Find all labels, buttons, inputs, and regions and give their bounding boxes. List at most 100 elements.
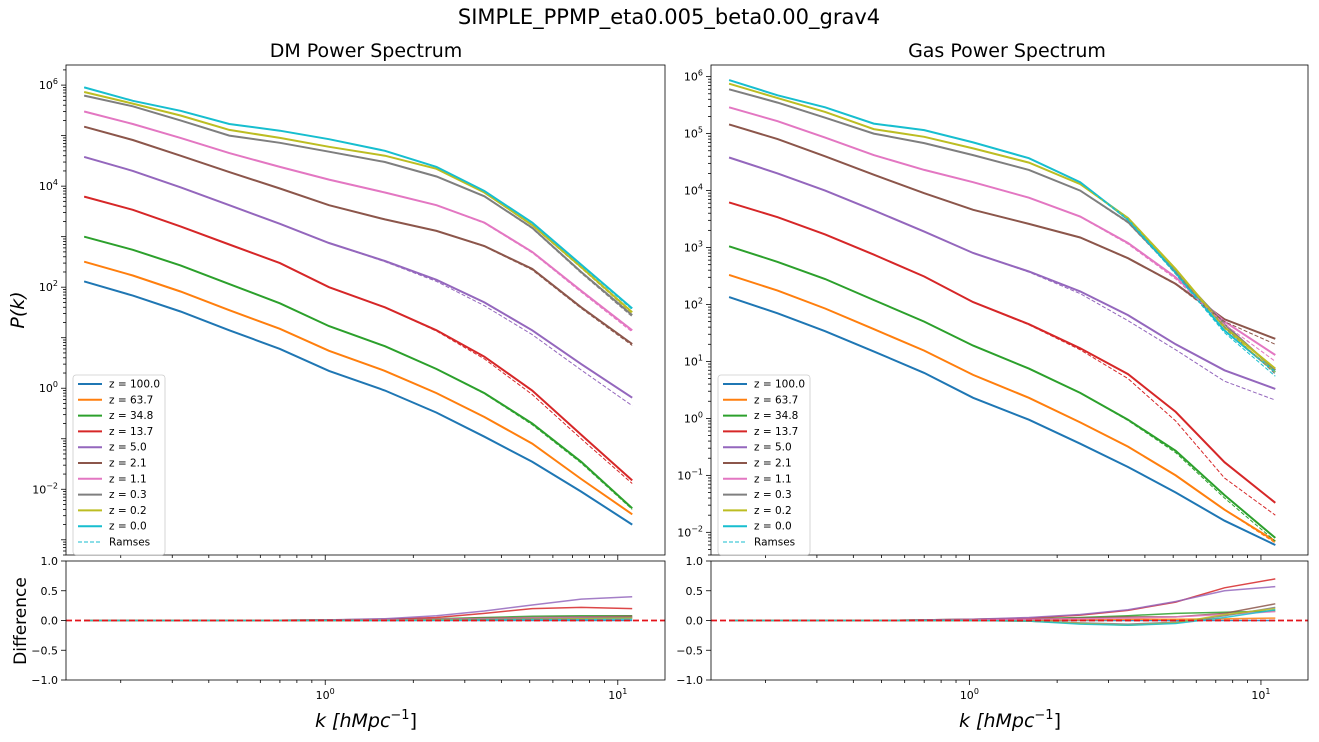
tick-exponent: 2 [53, 279, 58, 288]
tick-exponent: 4 [53, 178, 58, 187]
legend-entry-ramses: Ramses [109, 537, 150, 549]
y-tick-label: 1.0 [41, 555, 59, 568]
gas-y-ticks [706, 76, 711, 556]
series-line [83, 260, 633, 516]
series-line [728, 296, 1276, 546]
tick-exponent: 6 [698, 69, 703, 78]
legend-entry: z = 0.2 [109, 505, 147, 517]
ramses-line [84, 236, 633, 510]
right-x-axis-label: k [hMpc−1] [959, 708, 1061, 732]
series-line [83, 125, 633, 345]
right-x-axis-label-sup: −1 [1034, 708, 1053, 723]
series-line [728, 106, 1276, 356]
legend-entry: z = 2.1 [754, 458, 792, 470]
y-tick-label: 1.0 [686, 555, 704, 568]
y-tick-label: 0.5 [686, 585, 704, 598]
ramses-line [728, 88, 1276, 375]
series-line [83, 280, 633, 526]
gas-diff-x-ticks [765, 680, 1262, 685]
y-tick-label: 0.0 [686, 615, 704, 628]
legend-entry: z = 63.7 [754, 394, 798, 406]
left-x-axis-label-main: k [hMpc [315, 710, 391, 732]
difference-line [729, 578, 1276, 622]
ramses-line [728, 245, 1276, 542]
tick-exponent: −2 [691, 524, 703, 533]
gas-diff-frame [710, 560, 1309, 681]
ramses-line [728, 83, 1276, 373]
dm-lines [83, 86, 633, 526]
right-panel-title: Gas Power Spectrum [908, 40, 1106, 62]
legend-entry: z = 5.0 [754, 442, 792, 454]
legend-entry: z = 0.2 [754, 505, 792, 517]
y-tick-label: 105 [684, 126, 703, 141]
y-tick-label: 10−2 [677, 524, 703, 539]
tick-exponent: 1 [622, 687, 627, 696]
gas-main-frame [710, 64, 1309, 556]
gas-legend: z = 100.0 z = 63.7 z = 34.8 z = 13.7 z = 5.0… [717, 374, 811, 556]
dm-y-ticks [61, 69, 66, 556]
y-tick-label: −0.5 [676, 644, 703, 657]
gas-difference: 1.0 0.5 0.0 −0.5 −1.0 [676, 555, 1309, 687]
y-axis-label-main: P(k) [7, 291, 29, 328]
tick-exponent: 4 [698, 183, 703, 192]
legend-entry: z = 100.0 [754, 379, 805, 391]
ramses-line [728, 106, 1276, 362]
ramses-line [84, 196, 633, 484]
legend-entry: z = 100.0 [109, 379, 160, 391]
dm-main-frame [65, 64, 666, 556]
series-line [83, 91, 633, 313]
y-tick-label: 103 [684, 240, 703, 255]
gas-main-x-ticks [765, 555, 1262, 560]
dm-diff-frame [65, 560, 666, 681]
y-tick-label: 104 [684, 183, 703, 198]
series-line [83, 86, 633, 310]
series-line [728, 79, 1276, 373]
x-tick-label: 100 [316, 687, 335, 702]
tick-exponent: 6 [53, 77, 58, 86]
left-panel-title: DM Power Spectrum [270, 40, 463, 62]
legend-entry: z = 0.3 [109, 489, 147, 501]
tick-exponent: 1 [698, 353, 703, 362]
x-tick-label: 101 [608, 687, 627, 702]
ramses-line [84, 91, 633, 314]
tick-exponent: 0 [974, 687, 979, 696]
series-line [83, 235, 633, 510]
y-tick-label: −0.5 [31, 644, 58, 657]
legend-entry: z = 0.0 [109, 521, 147, 533]
dm-legend: z = 100.0 z = 63.7 z = 34.8 z = 13.7 z = 5.0… [72, 374, 166, 556]
y-tick-label: 102 [39, 279, 58, 294]
y-tick-label: 106 [684, 69, 703, 84]
ramses-line [84, 156, 633, 407]
tick-exponent: 5 [698, 126, 703, 135]
legend-entry: z = 1.1 [754, 473, 792, 485]
tick-exponent: 1 [1265, 687, 1270, 696]
ramses-line [728, 296, 1276, 546]
y-tick-label: −1.0 [676, 674, 703, 687]
legend-entry: z = 34.8 [109, 410, 153, 422]
y-tick-label: 106 [39, 77, 58, 92]
legend-entry: z = 2.1 [109, 458, 147, 470]
legend-entry: z = 34.8 [754, 410, 798, 422]
y-axis-label-difference: Difference [11, 577, 31, 665]
ramses-line [84, 261, 633, 515]
dm-difference: 1.0 0.5 0.0 −0.5 −1.0 [31, 555, 666, 687]
ramses-line [84, 126, 633, 346]
difference-line [729, 607, 1276, 627]
y-tick-label: 10−1 [677, 467, 703, 482]
gas-lines [728, 79, 1276, 546]
ramses-line [84, 280, 633, 526]
x-tick-label: 100 [960, 687, 979, 702]
tick-exponent: 3 [698, 240, 703, 249]
legend-entry: z = 63.7 [109, 394, 153, 406]
y-tick-label: −1.0 [31, 674, 58, 687]
ramses-line [728, 79, 1276, 377]
y-tick-label: 100 [39, 380, 58, 395]
left-x-axis-label: k [hMpc−1] [315, 708, 417, 732]
tick-exponent: 0 [330, 687, 335, 696]
y-tick-label: 0.0 [41, 615, 59, 628]
tick-exponent: −1 [691, 467, 703, 476]
dm-diff-x-ticks [120, 680, 619, 685]
y-tick-label: 102 [684, 296, 703, 311]
y-tick-label: 101 [684, 353, 703, 368]
figure-suptitle: SIMPLE_PPMP_eta0.005_beta0.00_grav4 [458, 5, 880, 30]
